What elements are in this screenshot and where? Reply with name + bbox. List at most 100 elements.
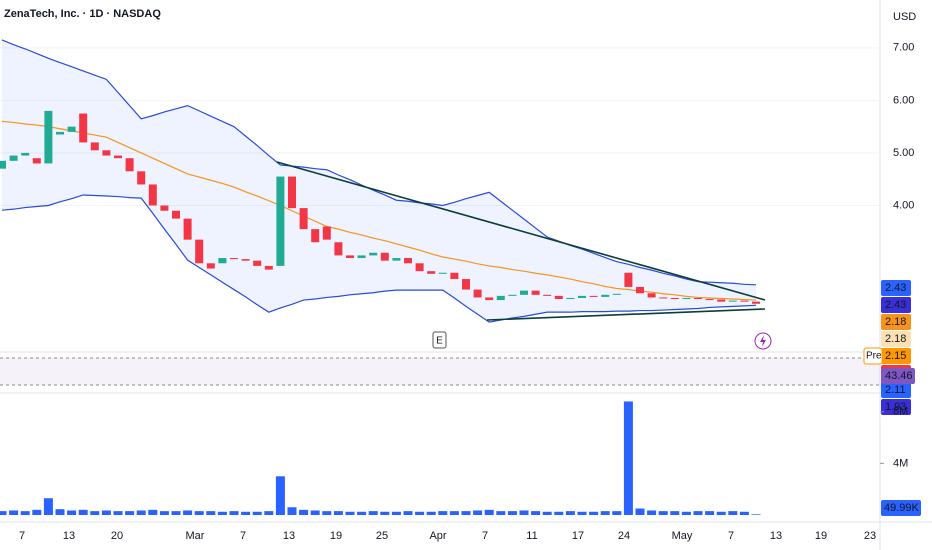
- volume-bar: [229, 511, 239, 515]
- candle-body: [682, 297, 691, 300]
- candle-body: [694, 297, 702, 300]
- candle-body: [218, 258, 227, 264]
- x-tick-label: 23: [864, 530, 876, 542]
- volume-bar: [542, 511, 552, 515]
- candle-body: [485, 297, 494, 301]
- volume-bar: [658, 511, 668, 515]
- volume-bar: [78, 509, 88, 515]
- volume-bar: [90, 511, 100, 515]
- y-tick-label: 7.00: [893, 42, 914, 54]
- volume-bar: [403, 511, 413, 515]
- rsi-badge-label: 43.46: [885, 370, 913, 382]
- volume-bar: [345, 511, 355, 515]
- candle-body: [659, 297, 668, 299]
- volume-bar: [357, 511, 367, 515]
- volume-bar: [623, 401, 633, 515]
- trend-line: [276, 161, 766, 301]
- x-tick-label: 7: [728, 530, 734, 542]
- bands: [0, 39, 880, 323]
- candle-body: [636, 286, 644, 294]
- earnings-icon[interactable]: [432, 331, 447, 349]
- candle-body: [578, 295, 586, 298]
- candle-body: [415, 263, 424, 272]
- candle-body: [253, 260, 262, 266]
- y-tick-label: 5.00: [893, 147, 914, 159]
- candle-body: [554, 295, 563, 300]
- candle-body: [473, 289, 482, 298]
- x-tick-label: May: [672, 530, 693, 542]
- candle-body: [206, 263, 215, 269]
- volume-bar: [739, 511, 749, 515]
- x-tick-label: 19: [330, 530, 342, 542]
- candle-body: [299, 208, 308, 230]
- candle-body: [241, 259, 250, 261]
- candle-body: [346, 255, 354, 259]
- currency: USD: [893, 11, 916, 23]
- volume-bar: [380, 511, 390, 515]
- volume-bar: [681, 511, 691, 515]
- volume-tick-label: 8M: [893, 406, 908, 418]
- volume-bar: [55, 509, 65, 515]
- price-badge: [881, 398, 911, 415]
- volume-badge-label: 49.99K: [884, 502, 920, 514]
- candle-body: [264, 265, 273, 270]
- candle-body: [705, 299, 714, 301]
- candle-body: [172, 210, 180, 219]
- price-badge: [881, 313, 911, 330]
- price-badge-label: 2.43: [885, 299, 906, 311]
- volume-bar: [438, 511, 448, 515]
- volume-bar: [148, 509, 158, 515]
- candle-body: [752, 301, 760, 304]
- candle-body: [102, 150, 111, 156]
- x-tick-label: 7: [240, 530, 246, 542]
- volume-bar: [217, 511, 227, 515]
- band-line: [1, 39, 757, 286]
- volume-bar: [159, 511, 169, 515]
- candle-body: [740, 300, 749, 302]
- candle-body: [311, 229, 320, 243]
- band-line: [1, 194, 757, 323]
- price-badge-label: 2.18: [885, 316, 906, 328]
- volume-bar: [635, 508, 645, 515]
- volume-bar: [183, 510, 193, 515]
- plot: [0, 110, 761, 515]
- volume-bar: [716, 511, 726, 515]
- x-tick-label: 13: [63, 530, 75, 542]
- candle-body: [183, 218, 192, 240]
- candle-body: [508, 294, 517, 296]
- candle-body: [90, 142, 99, 151]
- volume-bar: [136, 510, 146, 515]
- chart-title: ZenaTech, Inc. · 1D · NASDAQ: [4, 8, 161, 20]
- volume-bar: [670, 511, 680, 515]
- volume-bar: [287, 507, 297, 515]
- rsi-badge: [881, 368, 915, 384]
- candle-body: [195, 239, 204, 264]
- candle-body: [32, 158, 41, 164]
- candle-body: [322, 226, 331, 240]
- volume-bar: [322, 511, 332, 515]
- rsi-band: [0, 358, 880, 385]
- volume-bar: [264, 511, 274, 515]
- volume-bar: [67, 510, 77, 515]
- volume-bar: [693, 511, 703, 515]
- earnings-icon-label: E: [436, 336, 443, 347]
- volume-bar: [496, 511, 506, 515]
- volume-bar: [125, 511, 135, 515]
- volume-bar: [299, 509, 309, 515]
- band-fill: [2, 39, 756, 323]
- x-tick-label: 25: [376, 530, 388, 542]
- volume-bar: [206, 511, 216, 515]
- candle-body: [566, 297, 575, 300]
- volume-bar: [519, 510, 529, 515]
- volume-bar: [473, 510, 483, 515]
- x-tick-label: 13: [283, 530, 295, 542]
- x-tick-label: 13: [770, 530, 782, 542]
- candle-body: [79, 113, 88, 143]
- candle-body: [531, 290, 540, 295]
- volume-bar: [43, 498, 53, 515]
- trend-line: [486, 308, 766, 321]
- y-tick-label: 4.00: [893, 199, 914, 211]
- candle-body: [392, 258, 401, 261]
- volume-bar: [415, 511, 425, 515]
- candle-body: [21, 152, 30, 156]
